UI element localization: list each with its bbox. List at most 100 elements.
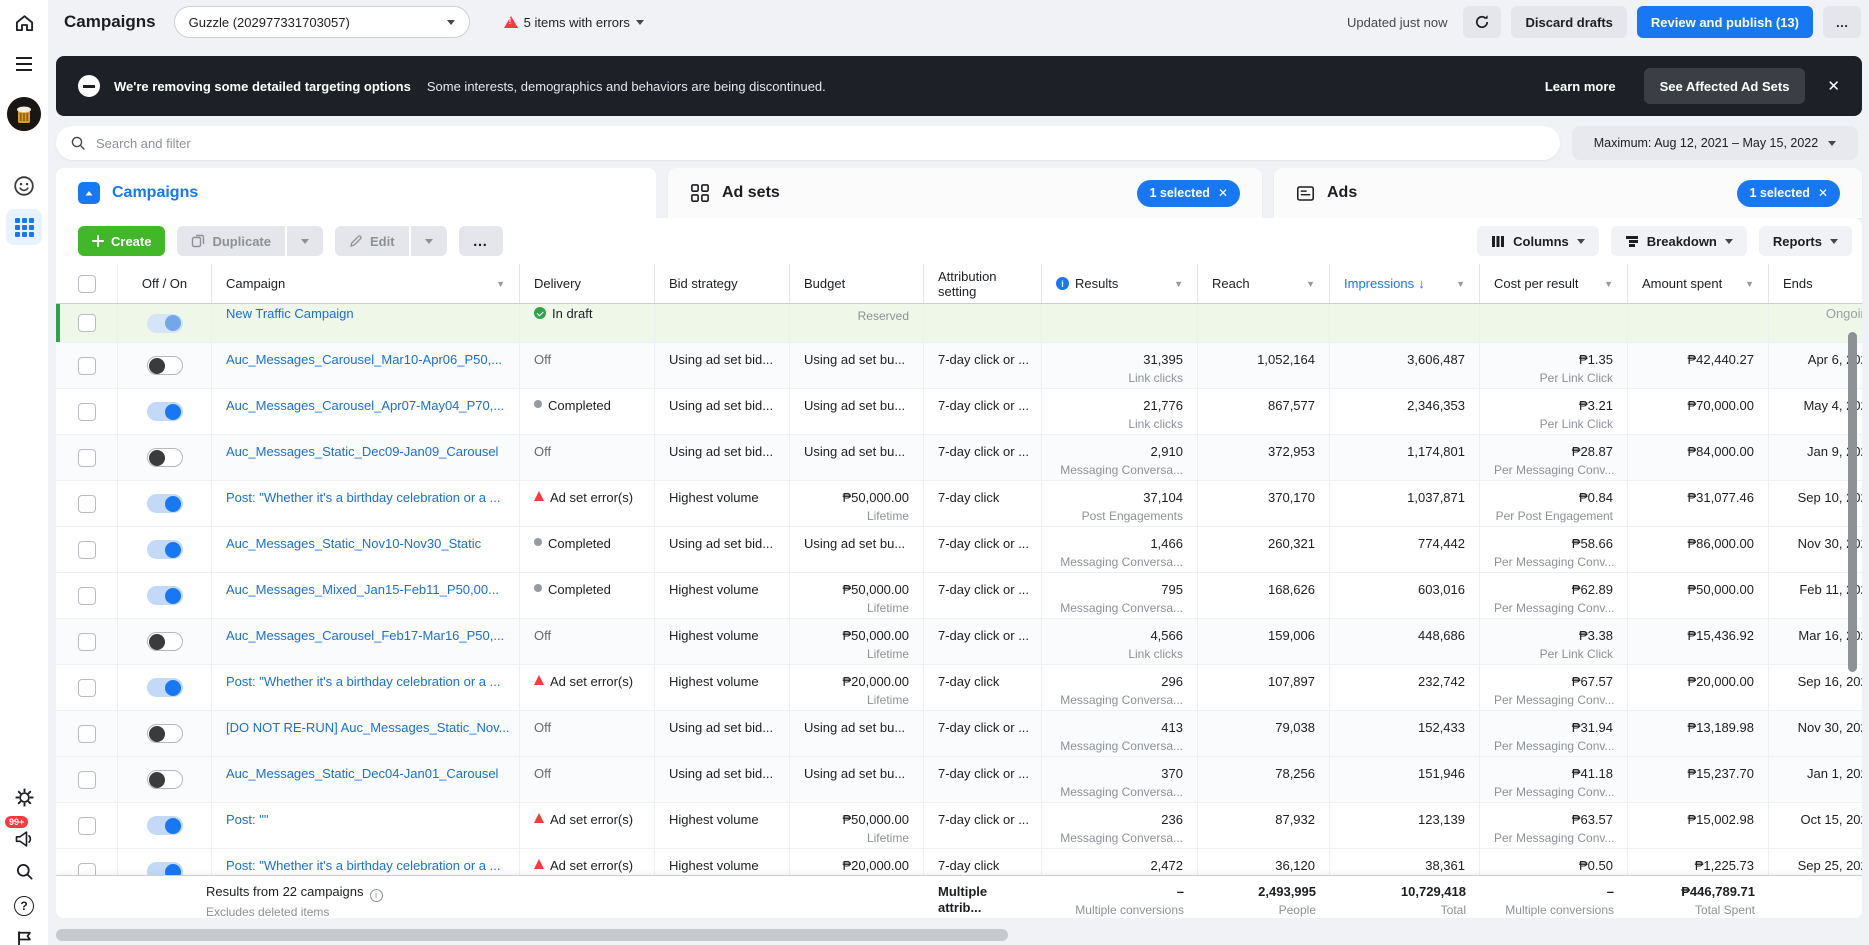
errors-chip[interactable]: 5 items with errors bbox=[503, 15, 644, 30]
row-checkbox[interactable] bbox=[77, 724, 96, 743]
feedback-flag-icon[interactable] bbox=[0, 928, 48, 945]
campaign-toggle[interactable] bbox=[146, 816, 183, 835]
row-checkbox[interactable] bbox=[77, 314, 96, 332]
account-avatar[interactable] bbox=[0, 97, 48, 131]
campaign-link[interactable]: Auc_Messages_Static_Dec04-Jan01_Carousel bbox=[226, 766, 499, 781]
campaign-toggle[interactable] bbox=[146, 448, 183, 467]
avatar bbox=[7, 97, 41, 131]
tab-ads[interactable]: Ads 1 selected ✕ bbox=[1274, 168, 1862, 218]
menu-icon[interactable] bbox=[0, 50, 48, 78]
header-cost-per-result[interactable]: Cost per result ▼ bbox=[1480, 264, 1628, 303]
more-options-button[interactable]: … bbox=[1823, 6, 1861, 38]
campaign-link[interactable]: Auc_Messages_Carousel_Apr07-May04_P70,..… bbox=[226, 398, 505, 413]
campaign-toggle[interactable] bbox=[146, 632, 183, 651]
toolbar-more-button[interactable]: … bbox=[458, 226, 503, 256]
row-checkbox[interactable] bbox=[77, 632, 96, 651]
results-cell: 2,910 Messaging Conversa... bbox=[1042, 435, 1198, 480]
row-checkbox[interactable] bbox=[77, 586, 96, 605]
campaign-link[interactable]: Auc_Messages_Static_Dec09-Jan09_Carousel bbox=[226, 444, 499, 459]
row-checkbox[interactable] bbox=[77, 402, 96, 421]
info-icon[interactable]: i bbox=[369, 888, 383, 902]
close-icon[interactable]: ✕ bbox=[1217, 186, 1228, 200]
search-input[interactable]: Search and filter bbox=[56, 126, 1560, 160]
tab-ad-sets[interactable]: Ad sets 1 selected ✕ bbox=[668, 168, 1262, 218]
campaign-toggle[interactable] bbox=[146, 494, 183, 513]
campaigns-table-tool[interactable] bbox=[0, 209, 48, 245]
campaign-link[interactable]: [DO NOT RE-RUN] Auc_Messages_Static_Nov.… bbox=[226, 720, 510, 735]
see-affected-ad-sets-button[interactable]: See Affected Ad Sets bbox=[1643, 68, 1806, 104]
campaign-toggle[interactable] bbox=[146, 540, 183, 559]
header-select-all[interactable] bbox=[56, 264, 118, 303]
create-button[interactable]: Create bbox=[78, 226, 166, 256]
campaign-link[interactable]: Post: "" bbox=[226, 812, 269, 827]
header-attribution-setting[interactable]: Attribution setting bbox=[924, 264, 1042, 303]
row-checkbox[interactable] bbox=[77, 448, 96, 467]
amount-spent-cell: ₱70,000.00 bbox=[1628, 389, 1769, 434]
campaign-toggle[interactable] bbox=[146, 862, 183, 875]
row-checkbox[interactable] bbox=[77, 770, 96, 789]
row-checkbox[interactable] bbox=[77, 356, 96, 375]
select-all-checkbox[interactable] bbox=[77, 274, 96, 293]
vertical-scrollbar[interactable] bbox=[1848, 332, 1857, 672]
notification-count-badge: 99+ bbox=[5, 816, 29, 828]
row-toggle-cell bbox=[118, 389, 212, 434]
notifications-megaphone-icon[interactable]: 99+ bbox=[0, 816, 48, 852]
row-checkbox[interactable] bbox=[77, 678, 96, 697]
review-and-publish-button[interactable]: Review and publish (13) bbox=[1636, 6, 1813, 38]
delivery-cell: Off bbox=[520, 619, 655, 664]
campaign-toggle[interactable] bbox=[146, 356, 183, 375]
breakdown-button[interactable]: Breakdown bbox=[1610, 226, 1747, 256]
ads-reporting-icon[interactable] bbox=[0, 172, 48, 200]
header-delivery[interactable]: Delivery bbox=[520, 264, 655, 303]
campaign-link[interactable]: Auc_Messages_Carousel_Feb17-Mar16_P50,..… bbox=[226, 628, 505, 643]
header-reach[interactable]: Reach ▼ bbox=[1198, 264, 1330, 303]
help-icon[interactable]: ? bbox=[0, 894, 48, 918]
row-checkbox[interactable] bbox=[77, 816, 96, 835]
campaign-link[interactable]: Auc_Messages_Mixed_Jan15-Feb11_P50,00... bbox=[226, 582, 499, 597]
tab-campaigns[interactable]: Campaigns bbox=[56, 168, 656, 218]
row-checkbox[interactable] bbox=[77, 540, 96, 559]
close-icon[interactable]: ✕ bbox=[1827, 78, 1840, 95]
header-ends[interactable]: Ends bbox=[1783, 276, 1813, 291]
campaign-link[interactable]: Auc_Messages_Static_Nov10-Nov30_Static bbox=[226, 536, 482, 551]
header-results[interactable]: i Results ▼ bbox=[1042, 264, 1198, 303]
delivery-cell: Off bbox=[520, 435, 655, 480]
campaign-toggle[interactable] bbox=[146, 678, 183, 697]
close-icon[interactable]: ✕ bbox=[1817, 186, 1828, 200]
learn-more-link[interactable]: Learn more bbox=[1544, 78, 1616, 94]
row-checkbox[interactable] bbox=[77, 862, 96, 875]
header-bid-strategy[interactable]: Bid strategy bbox=[655, 264, 790, 303]
edit-dropdown-button[interactable] bbox=[410, 226, 447, 256]
campaign-toggle[interactable] bbox=[146, 770, 183, 789]
home-icon[interactable] bbox=[0, 8, 48, 36]
reports-button[interactable]: Reports bbox=[1758, 226, 1852, 256]
campaign-toggle[interactable] bbox=[146, 313, 183, 333]
date-range-selector[interactable]: Maximum: Aug 12, 2021 – May 15, 2022 bbox=[1572, 126, 1858, 160]
search-sidebar-icon[interactable] bbox=[0, 858, 48, 884]
campaign-toggle[interactable] bbox=[146, 586, 183, 605]
horizontal-scrollbar[interactable] bbox=[56, 929, 1008, 941]
campaign-link[interactable]: Post: "Whether it's a birthday celebrati… bbox=[226, 674, 501, 689]
duplicate-button[interactable]: Duplicate bbox=[177, 226, 285, 256]
duplicate-dropdown-button[interactable] bbox=[286, 226, 323, 256]
account-selector[interactable]: Guzzle (202977331703057) bbox=[173, 6, 470, 38]
campaign-toggle[interactable] bbox=[146, 402, 183, 421]
campaign-link[interactable]: New Traffic Campaign bbox=[226, 306, 354, 321]
header-budget[interactable]: Budget bbox=[790, 264, 924, 303]
header-impressions[interactable]: Impressions ↓ ▼ bbox=[1330, 264, 1480, 303]
campaign-link[interactable]: Post: "Whether it's a birthday celebrati… bbox=[226, 858, 501, 873]
campaign-toggle[interactable] bbox=[146, 724, 183, 743]
discard-drafts-button[interactable]: Discard drafts bbox=[1511, 6, 1627, 38]
edit-button[interactable]: Edit bbox=[334, 226, 409, 256]
row-checkbox[interactable] bbox=[77, 494, 96, 513]
campaign-link[interactable]: Auc_Messages_Carousel_Mar10-Apr06_P50,..… bbox=[226, 352, 503, 367]
ads-selected-badge[interactable]: 1 selected ✕ bbox=[1737, 179, 1840, 207]
header-campaign[interactable]: Campaign ▼ bbox=[212, 264, 520, 303]
campaign-link[interactable]: Post: "Whether it's a birthday celebrati… bbox=[226, 490, 501, 505]
header-amount-spent[interactable]: Amount spent ▼ bbox=[1628, 264, 1769, 303]
refresh-button[interactable] bbox=[1463, 6, 1502, 38]
settings-gear-icon[interactable] bbox=[0, 784, 48, 810]
ad-sets-selected-badge[interactable]: 1 selected ✕ bbox=[1137, 179, 1240, 207]
refresh-icon bbox=[1476, 15, 1489, 29]
columns-button[interactable]: Columns bbox=[1477, 226, 1599, 256]
